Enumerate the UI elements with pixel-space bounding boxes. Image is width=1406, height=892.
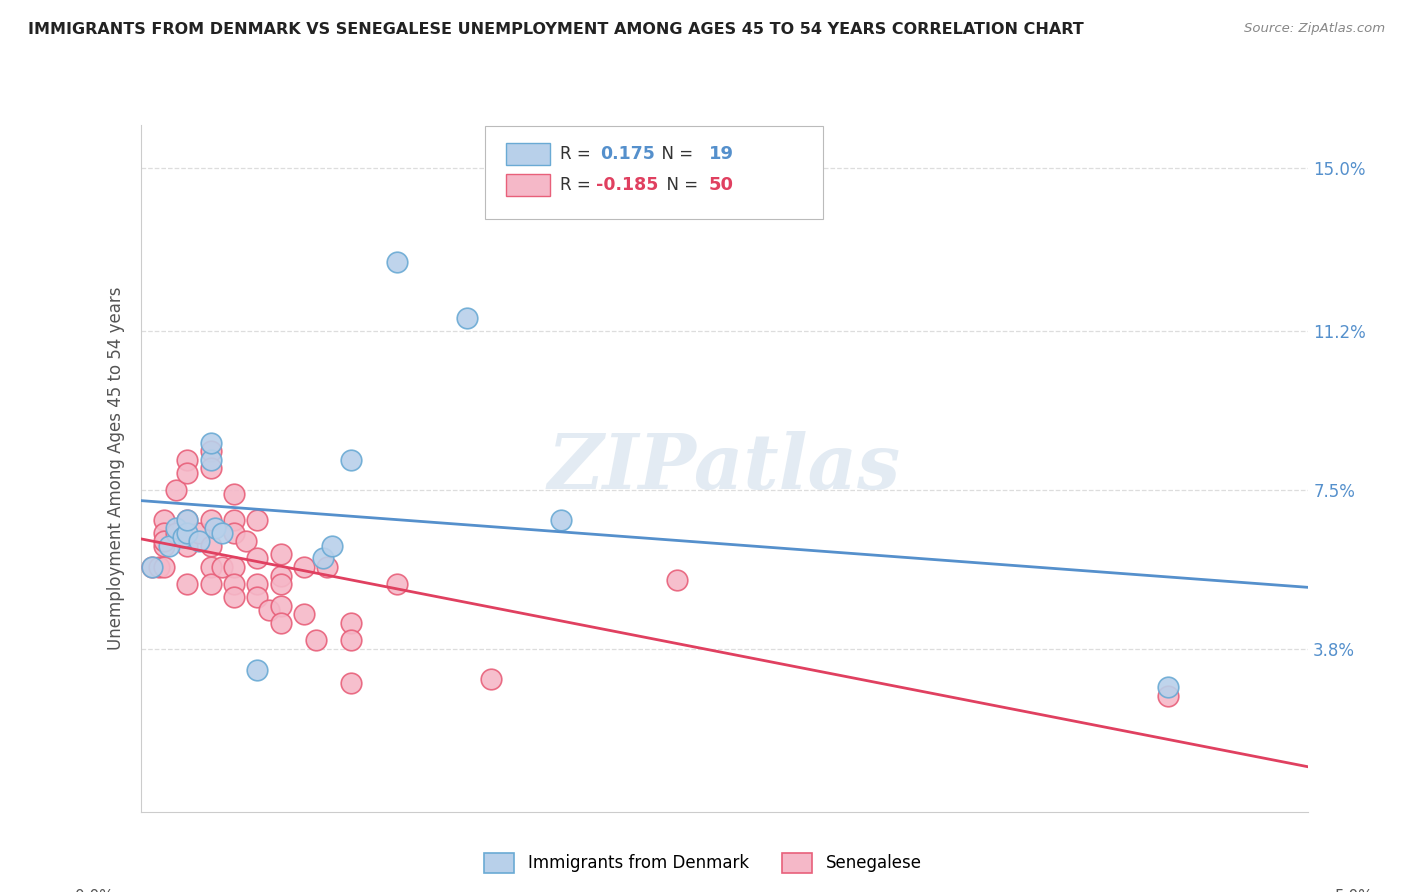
Point bbox=[292, 607, 315, 622]
Point bbox=[165, 521, 187, 535]
Point bbox=[141, 560, 163, 574]
Text: N =: N = bbox=[651, 145, 697, 162]
Text: 50: 50 bbox=[709, 176, 734, 194]
Point bbox=[200, 435, 222, 450]
Point bbox=[176, 525, 198, 540]
Point bbox=[456, 311, 478, 326]
Point bbox=[176, 452, 198, 467]
Point bbox=[157, 539, 180, 553]
Point bbox=[479, 672, 502, 686]
Point bbox=[270, 577, 292, 591]
Legend: Immigrants from Denmark, Senegalese: Immigrants from Denmark, Senegalese bbox=[478, 847, 928, 880]
Point bbox=[1156, 689, 1178, 703]
Point bbox=[153, 539, 176, 553]
Point bbox=[200, 444, 222, 458]
Point bbox=[148, 560, 170, 574]
Point bbox=[153, 534, 176, 549]
Point bbox=[339, 615, 361, 630]
Point bbox=[246, 551, 269, 566]
Point bbox=[246, 577, 269, 591]
Point bbox=[246, 513, 269, 527]
Text: N =: N = bbox=[657, 176, 704, 194]
Point bbox=[550, 513, 572, 527]
Point bbox=[387, 255, 409, 269]
Point bbox=[188, 534, 211, 549]
Point bbox=[270, 568, 292, 582]
Point bbox=[200, 577, 222, 591]
Point bbox=[176, 513, 198, 527]
Point bbox=[141, 560, 163, 574]
Point bbox=[176, 539, 198, 553]
FancyBboxPatch shape bbox=[506, 143, 550, 165]
Point bbox=[204, 521, 226, 535]
Point bbox=[176, 577, 198, 591]
Text: ZIPatlas: ZIPatlas bbox=[547, 432, 901, 505]
Point bbox=[211, 525, 233, 540]
Point bbox=[176, 513, 198, 527]
Point bbox=[292, 560, 315, 574]
Point bbox=[165, 525, 187, 540]
Point bbox=[222, 487, 245, 501]
Point bbox=[270, 615, 292, 630]
Point bbox=[666, 573, 689, 587]
Text: 19: 19 bbox=[709, 145, 734, 162]
Point bbox=[200, 461, 222, 475]
Text: IMMIGRANTS FROM DENMARK VS SENEGALESE UNEMPLOYMENT AMONG AGES 45 TO 54 YEARS COR: IMMIGRANTS FROM DENMARK VS SENEGALESE UN… bbox=[28, 22, 1084, 37]
FancyBboxPatch shape bbox=[506, 174, 550, 195]
Text: R =: R = bbox=[560, 145, 596, 162]
Point bbox=[200, 539, 222, 553]
FancyBboxPatch shape bbox=[485, 127, 824, 219]
Point bbox=[321, 539, 343, 553]
Point bbox=[339, 633, 361, 648]
Point bbox=[311, 551, 333, 566]
Point bbox=[235, 534, 257, 549]
Point bbox=[270, 547, 292, 561]
Point bbox=[222, 590, 245, 604]
Point bbox=[222, 525, 245, 540]
Point bbox=[339, 676, 361, 690]
Point bbox=[246, 663, 269, 677]
Point bbox=[153, 525, 176, 540]
Point bbox=[153, 513, 176, 527]
Point bbox=[387, 577, 409, 591]
Point bbox=[200, 560, 222, 574]
Point bbox=[200, 452, 222, 467]
Text: -0.185: -0.185 bbox=[596, 176, 658, 194]
Point bbox=[339, 452, 361, 467]
Text: Source: ZipAtlas.com: Source: ZipAtlas.com bbox=[1244, 22, 1385, 36]
Point bbox=[153, 560, 176, 574]
Point bbox=[188, 525, 211, 540]
Point bbox=[222, 513, 245, 527]
Text: 0.0%: 0.0% bbox=[75, 889, 114, 892]
Point bbox=[200, 513, 222, 527]
Point bbox=[176, 466, 198, 480]
Point bbox=[211, 560, 233, 574]
Point bbox=[246, 590, 269, 604]
Text: 5.0%: 5.0% bbox=[1334, 889, 1374, 892]
Text: R =: R = bbox=[560, 176, 596, 194]
Y-axis label: Unemployment Among Ages 45 to 54 years: Unemployment Among Ages 45 to 54 years bbox=[107, 286, 125, 650]
Point bbox=[165, 483, 187, 497]
Text: 0.175: 0.175 bbox=[600, 145, 655, 162]
Point bbox=[257, 603, 280, 617]
Point bbox=[316, 560, 339, 574]
Point bbox=[305, 633, 328, 648]
Point bbox=[1156, 680, 1178, 694]
Point bbox=[172, 530, 194, 544]
Point bbox=[270, 599, 292, 613]
Point bbox=[222, 560, 245, 574]
Point bbox=[222, 577, 245, 591]
